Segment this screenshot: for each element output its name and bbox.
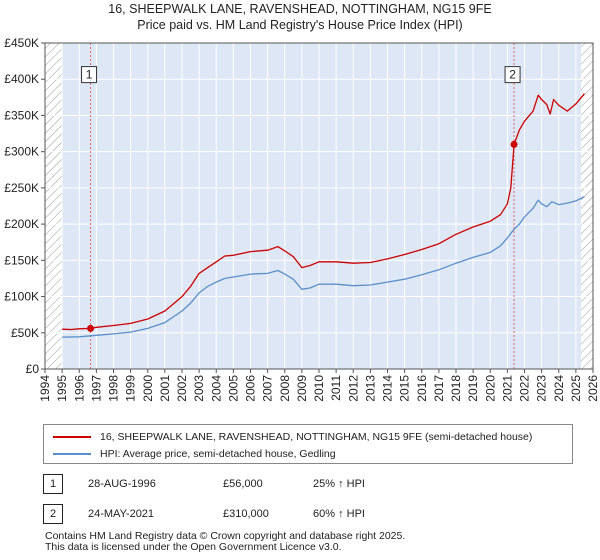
x-tick-label: 1999 xyxy=(124,375,138,402)
x-tick-label: 2015 xyxy=(398,375,412,402)
sale-date: 24-MAY-2021 xyxy=(88,508,155,520)
footer-line-1: Contains HM Land Registry data © Crown c… xyxy=(45,530,406,542)
legend-swatch-property xyxy=(53,436,91,438)
x-tick-label: 2022 xyxy=(518,375,532,402)
x-tick-label: 1996 xyxy=(72,375,86,402)
x-tick-label: 2014 xyxy=(381,375,395,402)
sale-label-text: 2 xyxy=(509,68,516,82)
y-tick-label: £50K xyxy=(11,326,39,340)
sale-price: £310,000 xyxy=(223,508,269,520)
y-tick-label: £0 xyxy=(26,362,40,376)
chart-title: 16, SHEEPWALK LANE, RAVENSHEAD, NOTTINGH… xyxy=(0,1,600,33)
x-tick-label: 1997 xyxy=(89,375,103,402)
sale-label-text: 1 xyxy=(86,68,93,82)
y-tick-label: £400K xyxy=(4,72,39,86)
x-tick-label: 2003 xyxy=(192,375,206,402)
x-tick-label: 2005 xyxy=(226,375,240,402)
x-tick-label: 2010 xyxy=(312,375,326,402)
x-tick-label: 2017 xyxy=(432,375,446,402)
footer-line-2: This data is licensed under the Open Gov… xyxy=(45,541,342,553)
x-tick-label: 2026 xyxy=(586,375,600,402)
x-tick-label: 2000 xyxy=(141,375,155,402)
x-tick-label: 2025 xyxy=(569,375,583,402)
x-tick-label: 2013 xyxy=(363,375,377,402)
x-tick-label: 2001 xyxy=(158,375,172,402)
x-tick-label: 2008 xyxy=(278,375,292,402)
sale-price: £56,000 xyxy=(223,478,263,490)
chart-legend: 16, SHEEPWALK LANE, RAVENSHEAD, NOTTINGH… xyxy=(43,424,573,464)
sale-label-box xyxy=(81,66,98,84)
x-tick-label: 2004 xyxy=(209,375,223,402)
data-period-shade xyxy=(62,43,582,369)
sale-point xyxy=(87,324,95,332)
sale-point xyxy=(510,140,518,148)
x-tick-label: 2018 xyxy=(449,375,463,402)
legend-label-property: 16, SHEEPWALK LANE, RAVENSHEAD, NOTTINGH… xyxy=(100,431,533,443)
sale-hpi-change: 60% ↑ HPI xyxy=(313,508,365,520)
legend-label-hpi: HPI: Average price, semi-detached house,… xyxy=(100,448,336,460)
x-tick-label: 2011 xyxy=(329,375,343,401)
title-line-2: Price paid vs. HM Land Registry's House … xyxy=(137,18,463,32)
x-tick-label: 1994 xyxy=(38,375,52,402)
x-tick-label: 2023 xyxy=(535,375,549,402)
hatch-region-right xyxy=(581,43,593,369)
y-tick-label: £100K xyxy=(4,290,39,304)
x-tick-label: 2024 xyxy=(552,375,566,402)
x-tick-label: 2021 xyxy=(500,375,514,402)
x-tick-label: 2012 xyxy=(346,375,360,402)
y-tick-label: £150K xyxy=(4,253,39,267)
x-tick-label: 2007 xyxy=(261,375,275,402)
x-tick-label: 2002 xyxy=(175,375,189,402)
x-tick-label: 2009 xyxy=(295,375,309,402)
property-series-line xyxy=(62,93,585,331)
sale-date: 28-AUG-1996 xyxy=(88,478,156,490)
y-tick-label: £300K xyxy=(4,145,39,159)
x-tick-label: 2019 xyxy=(466,375,480,402)
x-tick-label: 1998 xyxy=(107,375,121,402)
sale-hpi-change: 25% ↑ HPI xyxy=(313,478,365,490)
y-tick-label: £250K xyxy=(4,181,39,195)
title-line-1: 16, SHEEPWALK LANE, RAVENSHEAD, NOTTINGH… xyxy=(108,2,492,16)
footer-attribution: Contains HM Land Registry data © Crown c… xyxy=(45,531,405,553)
price-chart: 1 2 £0 £50K £100K £150K £200K £250K £300K £350K £4… xyxy=(4,36,600,402)
sale-number-badge: 2 xyxy=(43,504,63,524)
sale-label-box xyxy=(504,66,521,84)
hatch-region-left xyxy=(45,43,63,369)
x-tick-label: 1995 xyxy=(55,375,69,402)
sale-number-badge: 1 xyxy=(43,474,63,494)
x-tick-label: 2020 xyxy=(483,375,497,402)
y-tick-label: £450K xyxy=(4,36,39,50)
legend-swatch-hpi xyxy=(53,453,91,455)
y-tick-label: £350K xyxy=(4,108,39,122)
y-tick-label: £200K xyxy=(4,217,39,231)
hpi-series-line xyxy=(62,196,585,338)
x-tick-label: 2006 xyxy=(244,375,258,402)
x-tick-label: 2016 xyxy=(415,375,429,402)
